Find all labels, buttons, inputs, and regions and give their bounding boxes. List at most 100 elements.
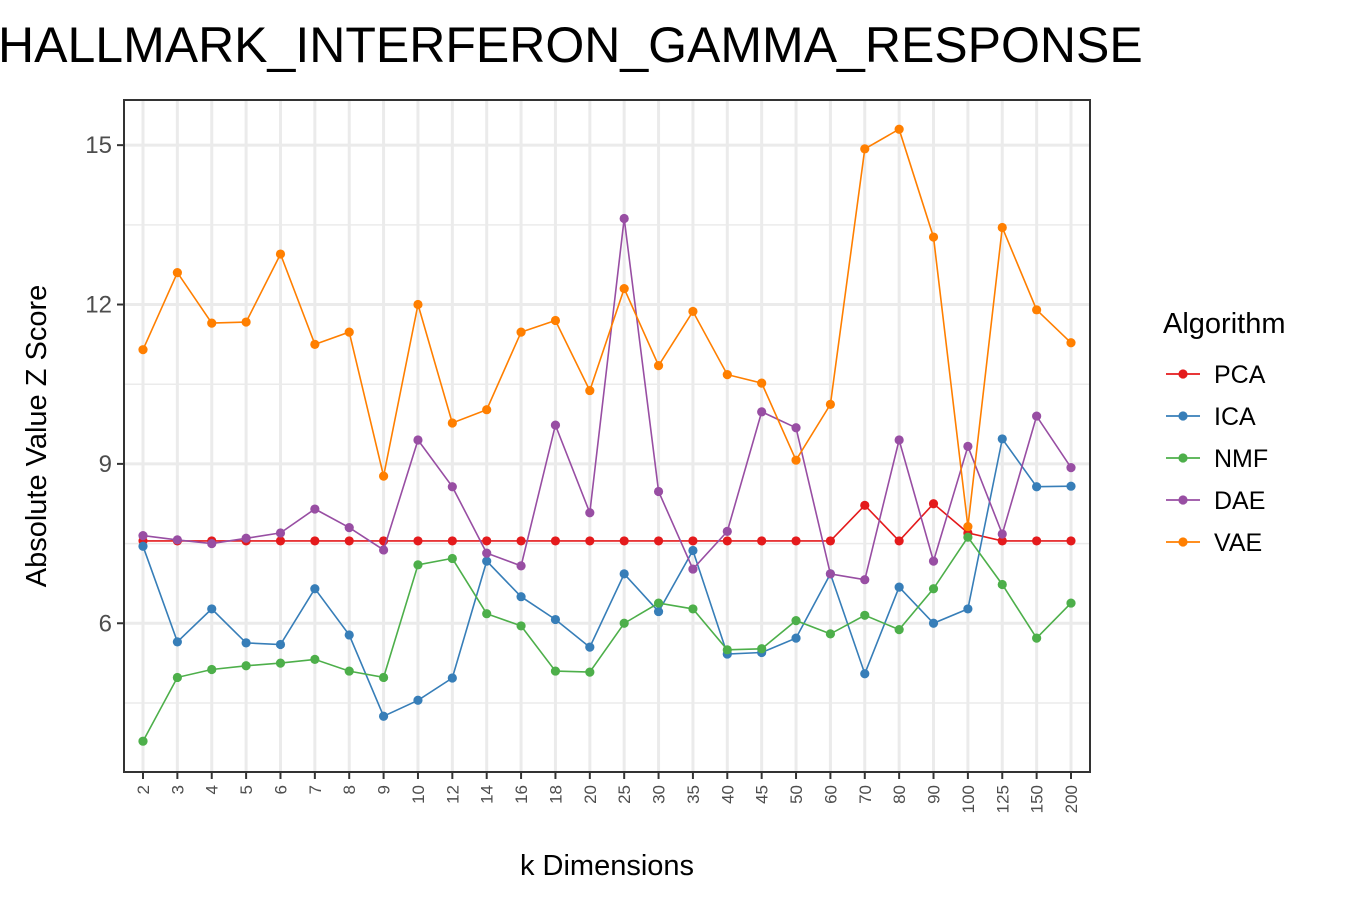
data-point-pca bbox=[757, 536, 767, 546]
data-point-vae bbox=[207, 318, 217, 328]
x-tick-label: 200 bbox=[1062, 785, 1081, 813]
x-tick-label: 100 bbox=[959, 785, 978, 813]
y-axis-title: Absolute Value Z Score bbox=[21, 285, 53, 588]
y-tick-label: 6 bbox=[99, 610, 112, 637]
data-point-ica bbox=[275, 639, 286, 650]
data-point-ica bbox=[447, 673, 457, 683]
data-point-nmf bbox=[1032, 633, 1042, 643]
series-nmf bbox=[138, 532, 1076, 746]
data-point-dae bbox=[928, 556, 939, 566]
legend-item-ica: ICA bbox=[1166, 403, 1256, 431]
x-tick-label: 50 bbox=[787, 785, 806, 804]
legend-key-point bbox=[1178, 537, 1188, 547]
data-point-ica bbox=[344, 630, 354, 640]
data-point-nmf bbox=[928, 584, 939, 594]
series-line-nmf bbox=[142, 535, 1072, 742]
data-point-pca bbox=[825, 536, 836, 546]
y-tick-label: 15 bbox=[85, 132, 112, 159]
series-pca bbox=[138, 499, 1076, 546]
legend-item-vae: VAE bbox=[1166, 529, 1262, 557]
data-point-nmf bbox=[241, 661, 251, 671]
data-point-vae bbox=[860, 144, 870, 154]
x-tick-label: 60 bbox=[821, 785, 840, 804]
data-point-nmf bbox=[722, 645, 732, 655]
data-point-pca bbox=[688, 536, 698, 546]
data-point-nmf bbox=[757, 644, 767, 654]
plot-series bbox=[138, 124, 1076, 746]
x-tick-label: 12 bbox=[443, 785, 462, 804]
data-point-vae bbox=[1032, 305, 1042, 315]
data-point-dae bbox=[1066, 463, 1076, 473]
x-tick-label: 70 bbox=[856, 785, 875, 804]
data-point-pca bbox=[928, 499, 939, 509]
y-tick-label: 12 bbox=[85, 292, 112, 319]
legend-title: Algorithm bbox=[1163, 308, 1286, 340]
data-point-vae bbox=[928, 232, 939, 242]
data-point-dae bbox=[791, 423, 801, 433]
data-point-nmf bbox=[138, 736, 148, 746]
data-point-nmf bbox=[585, 667, 595, 677]
data-point-vae bbox=[757, 378, 767, 388]
legend-label: PCA bbox=[1214, 361, 1266, 389]
x-tick-label: 8 bbox=[340, 785, 359, 794]
data-point-pca bbox=[344, 536, 354, 546]
data-point-dae bbox=[550, 420, 561, 430]
data-point-pca bbox=[653, 536, 664, 546]
data-point-ica bbox=[619, 569, 629, 579]
data-point-nmf bbox=[860, 610, 870, 620]
data-point-nmf bbox=[482, 609, 492, 619]
data-point-nmf bbox=[275, 658, 286, 668]
data-point-dae bbox=[516, 561, 526, 571]
data-point-ica bbox=[688, 545, 698, 556]
series-line-vae bbox=[142, 128, 1072, 527]
data-point-dae bbox=[619, 213, 629, 224]
data-point-pca bbox=[1032, 536, 1042, 546]
data-point-dae bbox=[825, 569, 836, 579]
data-point-ica bbox=[1066, 481, 1076, 491]
data-point-vae bbox=[378, 471, 389, 481]
data-point-vae bbox=[275, 249, 286, 259]
data-point-vae bbox=[138, 345, 148, 355]
data-point-nmf bbox=[447, 553, 457, 564]
x-tick-label: 5 bbox=[237, 785, 256, 794]
data-point-vae bbox=[619, 283, 629, 294]
plot-grid bbox=[124, 100, 1090, 772]
data-point-dae bbox=[241, 533, 251, 543]
data-point-pca bbox=[894, 536, 904, 546]
x-tick-label: 10 bbox=[409, 785, 428, 804]
x-tick-label: 7 bbox=[306, 785, 325, 794]
series-ica bbox=[138, 434, 1076, 721]
data-point-nmf bbox=[963, 532, 973, 542]
y-tick-label: 9 bbox=[99, 451, 112, 478]
legend-label: DAE bbox=[1214, 487, 1265, 515]
data-point-vae bbox=[963, 521, 973, 532]
x-tick-label: 4 bbox=[203, 785, 222, 794]
data-point-vae bbox=[310, 339, 320, 349]
data-point-pca bbox=[1066, 536, 1076, 546]
data-point-dae bbox=[585, 508, 595, 518]
data-point-dae bbox=[310, 504, 320, 514]
data-point-pca bbox=[997, 536, 1007, 546]
data-point-vae bbox=[413, 299, 423, 310]
data-point-ica bbox=[997, 434, 1007, 444]
legend-key-point bbox=[1178, 411, 1188, 421]
data-point-vae bbox=[825, 399, 836, 409]
data-point-dae bbox=[207, 538, 217, 549]
series-line-ica bbox=[142, 436, 1072, 718]
data-point-pca bbox=[619, 536, 629, 546]
data-point-dae bbox=[344, 523, 354, 533]
data-point-nmf bbox=[172, 672, 182, 683]
data-point-nmf bbox=[1066, 598, 1076, 608]
data-point-dae bbox=[447, 482, 457, 492]
data-point-ica bbox=[928, 618, 939, 628]
data-point-ica bbox=[963, 604, 973, 614]
plot-panel-border bbox=[123, 99, 1091, 773]
data-point-pca bbox=[860, 500, 870, 510]
legend-item-dae: DAE bbox=[1166, 487, 1265, 515]
data-point-nmf bbox=[894, 625, 904, 635]
data-point-ica bbox=[550, 614, 561, 625]
data-point-nmf bbox=[207, 664, 217, 675]
data-point-dae bbox=[688, 564, 698, 574]
legend-key-point bbox=[1178, 495, 1188, 505]
data-point-vae bbox=[791, 455, 801, 465]
